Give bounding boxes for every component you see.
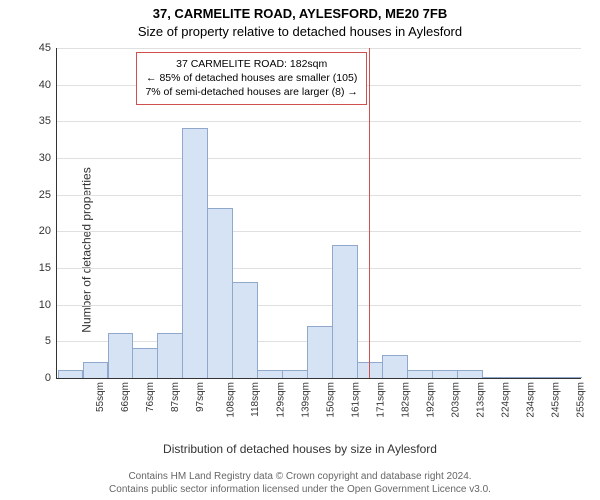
annotation-line-2: ← 85% of detached houses are smaller (10…: [145, 71, 357, 85]
gridline: [57, 231, 581, 232]
x-tick-label: 139sqm: [301, 382, 312, 418]
x-tick-label: 55sqm: [95, 382, 106, 412]
chart-title-primary: 37, CARMELITE ROAD, AYLESFORD, ME20 7FB: [0, 6, 600, 21]
histogram-bar: [407, 370, 433, 378]
gridline: [57, 48, 581, 49]
chart-title-secondary: Size of property relative to detached ho…: [0, 24, 600, 39]
x-tick-label: 171sqm: [376, 382, 387, 418]
histogram-bar: [257, 370, 283, 378]
y-tick-label: 45: [39, 42, 57, 54]
chart-footer: Contains HM Land Registry data © Crown c…: [0, 470, 600, 496]
x-tick-label: 192sqm: [425, 382, 436, 418]
histogram-bar: [108, 333, 134, 378]
y-tick-label: 25: [39, 189, 57, 201]
histogram-bar: [532, 377, 558, 378]
histogram-bar: [157, 333, 183, 378]
plot-area: 05101520253035404555sqm66sqm76sqm87sqm97…: [56, 48, 581, 379]
histogram-chart: 37, CARMELITE ROAD, AYLESFORD, ME20 7FB …: [0, 0, 600, 500]
histogram-bar: [432, 370, 458, 378]
x-tick-label: 97sqm: [195, 382, 206, 412]
gridline: [57, 121, 581, 122]
y-tick-label: 5: [45, 335, 57, 347]
x-tick-label: 245sqm: [550, 382, 561, 418]
histogram-bar: [457, 370, 483, 378]
histogram-bar: [207, 208, 233, 378]
x-tick-label: 255sqm: [575, 382, 586, 418]
gridline: [57, 305, 581, 306]
gridline: [57, 195, 581, 196]
footer-line-1: Contains HM Land Registry data © Crown c…: [0, 470, 600, 483]
gridline: [57, 268, 581, 269]
y-tick-label: 35: [39, 115, 57, 127]
histogram-bar: [357, 362, 383, 378]
x-tick-label: 161sqm: [351, 382, 362, 418]
histogram-bar: [482, 377, 508, 378]
histogram-bar: [507, 377, 533, 378]
x-axis-label: Distribution of detached houses by size …: [0, 442, 600, 456]
histogram-bar: [232, 282, 258, 378]
x-tick-label: 234sqm: [525, 382, 536, 418]
histogram-bar: [132, 348, 158, 378]
x-tick-label: 182sqm: [400, 382, 411, 418]
y-tick-label: 30: [39, 152, 57, 164]
annotation-line-1: 37 CARMELITE ROAD: 182sqm: [145, 57, 357, 71]
histogram-bar: [282, 370, 308, 378]
y-tick-label: 0: [45, 372, 57, 384]
annotation-line-3: 7% of semi-detached houses are larger (8…: [145, 85, 357, 99]
x-tick-label: 108sqm: [226, 382, 237, 418]
histogram-bar: [332, 245, 358, 378]
x-tick-label: 66sqm: [120, 382, 131, 412]
x-tick-label: 87sqm: [170, 382, 181, 412]
x-tick-label: 118sqm: [250, 382, 261, 417]
x-tick-label: 129sqm: [276, 382, 287, 418]
x-tick-label: 213sqm: [475, 382, 486, 418]
histogram-bar: [58, 370, 84, 378]
histogram-bar: [307, 326, 333, 378]
x-tick-label: 224sqm: [500, 382, 511, 418]
y-tick-label: 15: [39, 262, 57, 274]
x-tick-label: 76sqm: [145, 382, 156, 412]
y-tick-label: 10: [39, 299, 57, 311]
x-tick-label: 150sqm: [326, 382, 337, 418]
histogram-bar: [182, 128, 208, 378]
y-tick-label: 20: [39, 225, 57, 237]
annotation-box: 37 CARMELITE ROAD: 182sqm← 85% of detach…: [136, 52, 366, 105]
histogram-bar: [382, 355, 408, 378]
histogram-bar: [557, 377, 583, 378]
histogram-bar: [83, 362, 109, 378]
footer-line-2: Contains public sector information licen…: [0, 483, 600, 496]
y-tick-label: 40: [39, 79, 57, 91]
x-tick-label: 203sqm: [450, 382, 461, 418]
marker-line: [369, 48, 370, 378]
gridline: [57, 158, 581, 159]
